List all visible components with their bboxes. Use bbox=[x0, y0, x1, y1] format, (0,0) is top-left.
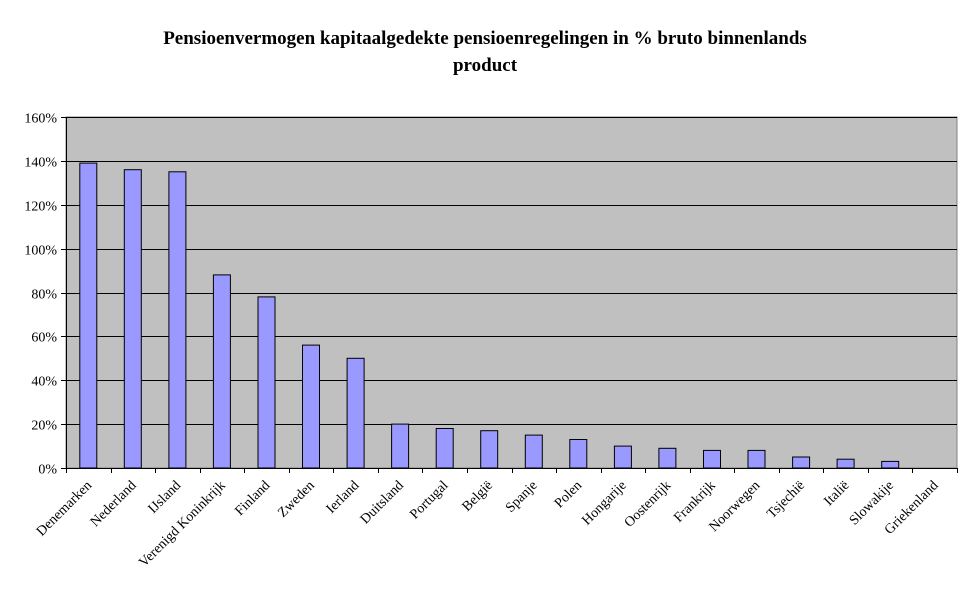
x-tick-label-ijsland: IJsland bbox=[146, 478, 185, 517]
y-tick-label: 80% bbox=[31, 288, 57, 303]
x-tick-label-ierland: Ierland bbox=[324, 478, 363, 517]
y-tick-label: 20% bbox=[31, 419, 57, 434]
y-tick-label: 0% bbox=[38, 463, 57, 478]
x-tick-label-denemarken: Denemarken bbox=[34, 478, 95, 539]
x-tick-label-polen: Polen bbox=[552, 478, 585, 511]
x-tick-label-spanje: Spanje bbox=[503, 478, 541, 516]
bar-finland bbox=[257, 296, 276, 469]
x-tick-label-duitsland: Duitsland bbox=[358, 478, 407, 527]
chart-title-line-2: product bbox=[453, 55, 518, 76]
bar-polen bbox=[569, 439, 588, 469]
bar-slowakije bbox=[881, 460, 900, 469]
bar-frankrijk bbox=[703, 449, 721, 469]
bar-zweden bbox=[302, 344, 320, 469]
y-tick-labels: 0% 20% 40% 60% 80% 100% 120% 140% 160% bbox=[24, 112, 57, 478]
bar-verenigd-koninkrijk bbox=[212, 274, 231, 469]
bar-hongarije bbox=[613, 445, 632, 469]
bar-duitsland bbox=[391, 423, 410, 469]
x-tick-label-tsjechi-: Tsjechië bbox=[764, 478, 807, 521]
y-tick-label: 60% bbox=[31, 331, 57, 346]
bar-tsjechi- bbox=[792, 456, 811, 469]
plot-area bbox=[65, 116, 958, 469]
x-tick-label-oostenrijk: Oostenrijk bbox=[622, 478, 674, 530]
chart-title-line-1: Pensioenvermogen kapitaalgedekte pensioe… bbox=[163, 28, 807, 49]
y-tick-label: 140% bbox=[24, 156, 57, 171]
y-tick-label: 40% bbox=[31, 375, 57, 390]
axes bbox=[61, 117, 958, 473]
bar-itali- bbox=[836, 458, 855, 469]
x-tick-label-zweden: Zweden bbox=[275, 478, 317, 520]
x-tick-label-nederland: Nederland bbox=[88, 478, 140, 530]
x-tick-label-belgi-: België bbox=[460, 478, 496, 514]
x-tick-label-finland: Finland bbox=[232, 478, 273, 519]
x-tick-label-verenigd-koninkrijk: Verenigd Koninkrijk bbox=[136, 478, 228, 570]
x-tick-label-portugal: Portugal bbox=[407, 478, 451, 522]
bar-portugal bbox=[435, 428, 454, 469]
bar-ierland bbox=[346, 357, 365, 469]
bar-ijsland bbox=[168, 171, 187, 469]
bar-spanje bbox=[524, 434, 543, 469]
y-tick-label: 160% bbox=[24, 112, 57, 127]
bar-nederland bbox=[123, 169, 142, 469]
x-tick-label-itali-: Italië bbox=[821, 478, 852, 509]
y-tick-label: 100% bbox=[24, 244, 57, 259]
bar-denemarken bbox=[79, 162, 98, 469]
bar-noorwegen bbox=[747, 449, 766, 469]
bar-belgi- bbox=[480, 430, 499, 469]
bar-oostenrijk bbox=[658, 447, 677, 469]
y-tick-label: 120% bbox=[24, 200, 57, 215]
